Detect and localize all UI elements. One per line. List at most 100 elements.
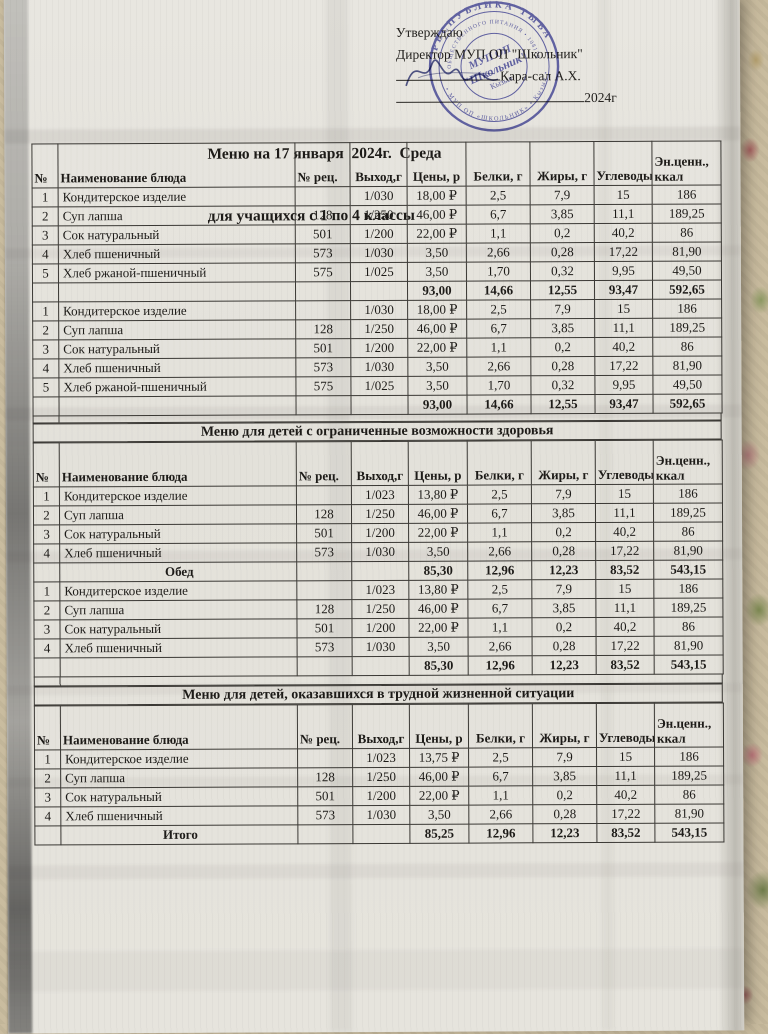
cell-out: 1/200 [350, 338, 408, 358]
cell-out: 1/250 [351, 504, 409, 524]
cell-fat: 0,32 [530, 261, 595, 281]
cell-rec: 575 [295, 376, 351, 396]
cell-out [350, 281, 408, 301]
cell-fat: 7,9 [531, 484, 596, 504]
stamp-inner-ring [460, 32, 528, 100]
cell-no: 2 [32, 206, 59, 226]
cell-fat: 0,28 [530, 356, 595, 376]
cell-fat: 0,28 [531, 541, 596, 561]
cell-protein: 2,66 [466, 242, 531, 263]
cell-no: 4 [34, 638, 61, 658]
cell-no: 1 [34, 749, 61, 769]
header-row: № Наименование блюда № рец. Выход,г Цены… [33, 439, 723, 487]
cell-carbs: 15 [595, 484, 654, 504]
menu-table-main: № Наименование блюда № рец. Выход,г Цены… [31, 140, 723, 416]
cell-carbs: 17,22 [596, 636, 655, 656]
cell-out: 1/250 [350, 319, 408, 339]
cell-kcal: 81,90 [652, 241, 722, 262]
cell-kcal: 186 [654, 746, 724, 767]
cell-out: 1/200 [350, 224, 408, 244]
cell-price: 18,00 ₽ [407, 300, 467, 320]
cell-name: Суп лапша [58, 319, 296, 340]
col-header-carbs: Углеводы [595, 440, 654, 485]
cell-rec: 573 [295, 357, 351, 377]
cell-rec [297, 748, 353, 768]
col-header-out: Выход,г [352, 704, 410, 749]
cell-out: 1/030 [350, 186, 408, 206]
cell-name [58, 395, 297, 416]
cell-fat: 3,85 [531, 598, 596, 618]
cell-carbs: 9,95 [594, 261, 653, 281]
cell-rec: 128 [296, 504, 352, 524]
col-header-kcal: Эн.ценн., ккал [653, 439, 723, 485]
cell-price: 3,50 [407, 243, 467, 263]
cell-no: 5 [32, 377, 59, 397]
col-header-price: Цены, р [409, 704, 469, 749]
cell-rec [295, 395, 352, 415]
cell-rec: 128 [296, 599, 352, 619]
cell-rec: 128 [295, 205, 351, 225]
cell-protein: 6,7 [467, 503, 532, 524]
cell-no: 3 [34, 787, 61, 807]
cell-out: 1/025 [350, 262, 408, 282]
cell-fat: 12,23 [532, 823, 597, 843]
cell-fat: 0,2 [530, 223, 595, 243]
cell-carbs: 9,95 [594, 375, 653, 395]
cell-carbs: 11,1 [595, 598, 654, 618]
header-row: № Наименование блюда № рец. Выход,г Цены… [34, 702, 724, 750]
cell-out: 1/250 [351, 599, 409, 619]
cell-protein: 14,66 [466, 280, 531, 301]
cell-no: 3 [32, 225, 59, 245]
cell-rec [297, 824, 353, 844]
cell-no: 3 [33, 619, 61, 639]
cell-price: 46,00 ₽ [407, 205, 467, 225]
cell-no [32, 396, 60, 416]
cell-kcal: 543,15 [654, 822, 724, 843]
cell-carbs: 15 [596, 747, 655, 767]
cell-fat: 0,28 [532, 636, 597, 656]
cell-carbs: 40,2 [594, 223, 653, 243]
cell-fat: 0,32 [530, 375, 595, 395]
cell-price: 3,50 [407, 357, 467, 377]
col-header-fat: Жиры, г [532, 703, 597, 748]
cell-fat: 12,23 [532, 655, 597, 675]
cell-fat: 0,28 [530, 242, 595, 262]
col-header-name: Наименование блюда [59, 441, 297, 487]
cell-name: Суп лапша [59, 599, 297, 620]
cell-no [34, 825, 61, 845]
cell-out: 1/030 [350, 357, 408, 377]
cell-protein: 14,66 [466, 394, 532, 415]
scan-streak [7, 862, 744, 880]
cell-carbs: 11,1 [595, 503, 654, 523]
cell-name: Сок натуральный [59, 523, 297, 544]
cell-protein: 1,1 [466, 223, 531, 244]
col-header-protein: Белки, г [468, 703, 533, 749]
cell-protein: 12,96 [468, 823, 533, 844]
cell-kcal: 186 [652, 184, 722, 205]
cell-rec [296, 580, 352, 600]
cell-price: 46,00 ₽ [409, 767, 469, 787]
cell-out: 1/200 [351, 523, 409, 543]
stamp-outer-ring [428, 1, 560, 132]
scan-edge-smudge [3, 0, 33, 1034]
cell-carbs: 40,2 [596, 785, 655, 805]
cell-carbs: 11,1 [594, 204, 653, 224]
cell-name: Сок натуральный [59, 618, 298, 639]
cell-out: 1/250 [352, 767, 410, 787]
cell-no [34, 657, 61, 677]
cell-fat: 7,9 [531, 579, 596, 599]
cell-rec: 573 [295, 243, 351, 263]
col-header-protein: Белки, г [467, 440, 532, 486]
header-row: № Наименование блюда № рец. Выход,г Цены… [31, 140, 722, 188]
col-header-kcal: Эн.ценн., ккал [651, 140, 722, 186]
col-header-out: Выход,г [349, 142, 408, 187]
cell-rec: 573 [297, 637, 353, 657]
cell-no: 1 [33, 486, 60, 506]
cell-fat: 12,23 [531, 560, 596, 580]
document-page: Утверждаю Директор МУП ОП "Школьник" Кар… [3, 0, 745, 1034]
cell-out: 1/025 [350, 376, 408, 396]
cell-price: 3,50 [408, 542, 468, 562]
cell-out: 1/200 [352, 786, 410, 806]
col-header-no: № [34, 705, 61, 750]
cell-out: 1/023 [352, 748, 410, 768]
